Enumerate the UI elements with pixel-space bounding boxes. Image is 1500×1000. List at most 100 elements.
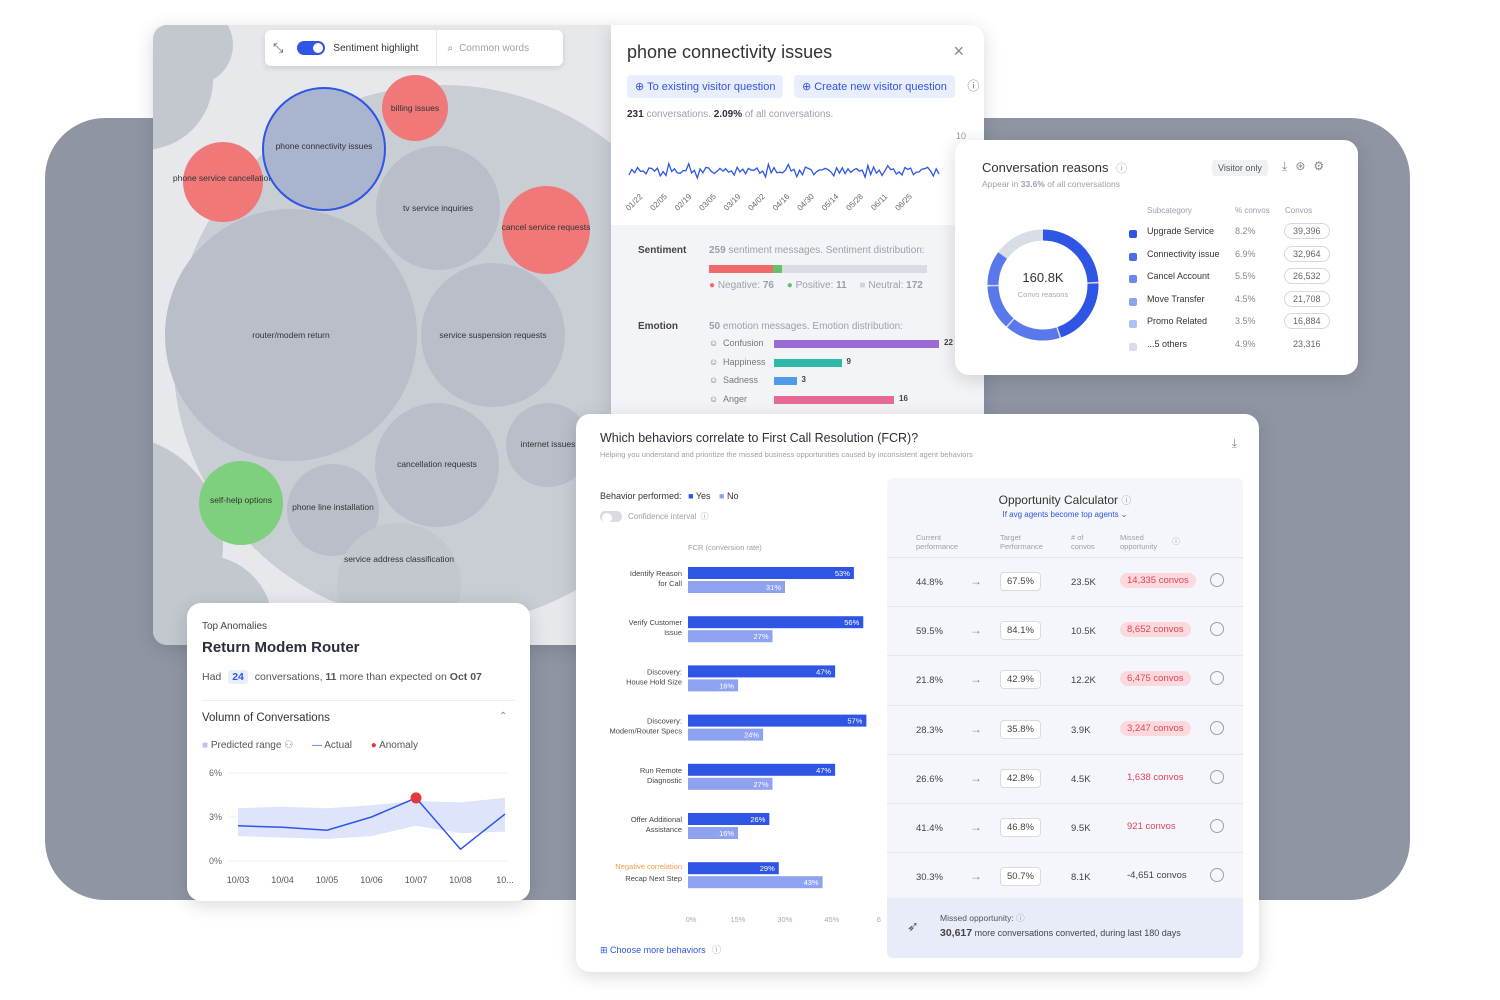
close-icon[interactable]: × (953, 41, 964, 61)
donut-slice[interactable] (987, 229, 1099, 341)
bar-yes[interactable] (688, 665, 836, 678)
bar-no[interactable] (688, 876, 823, 889)
subcategory-name: Move Transfer (1147, 293, 1205, 304)
fcr-subtitle: Helping you understand and prioritize th… (600, 450, 973, 459)
missed-opportunity-value: -4,651 convos (1127, 870, 1187, 882)
target-performance-input[interactable]: 42.9% (1000, 670, 1041, 690)
bar-yes-label: 29% (760, 864, 775, 873)
chevron-up-icon[interactable]: ⌃ (499, 711, 508, 722)
info-icon[interactable]: ⓘ (1116, 163, 1128, 175)
target-performance-input[interactable]: 50.7% (1000, 867, 1041, 887)
info-icon[interactable]: ⓘ (1172, 537, 1180, 546)
bubble-cancel-service-requests[interactable] (502, 186, 590, 274)
create-question-button[interactable]: ⊕ Create new visitor question (793, 75, 955, 98)
lightbulb-icon[interactable] (1210, 573, 1224, 587)
date-tick-label: 04/02 (746, 192, 767, 213)
bubble-tv-service-inquiries[interactable] (376, 146, 500, 270)
legend-label: Positive: (795, 280, 834, 291)
calculator-subtitle-dropdown[interactable]: If avg agents become top agents ⌄ (887, 510, 1243, 519)
add-icon: ⊞ (600, 945, 611, 955)
opportunity-calculator: Opportunity Calculator ⓘ If avg agents b… (887, 478, 1243, 958)
date-tick-label: 04/30 (795, 192, 816, 213)
to-existing-question-button[interactable]: ⊕ To existing visitor question (627, 75, 784, 98)
arrow-right-icon: → (970, 574, 982, 588)
bar-no[interactable] (688, 777, 773, 790)
subcategory-convos[interactable]: 32,964 (1284, 245, 1330, 262)
lightbulb-icon[interactable] (1210, 720, 1224, 735)
gear-icon[interactable]: ⚙ (1313, 159, 1333, 173)
help-icon[interactable]: ⓘ (967, 79, 980, 93)
common-words-search-input[interactable]: Common words (459, 42, 530, 54)
subcategory-convos[interactable]: 21,708 (1284, 290, 1330, 307)
bar-yes[interactable] (688, 862, 779, 875)
behavior-label: for Call (658, 579, 682, 588)
subcategory-color-swatch (1129, 320, 1137, 328)
donut-slice[interactable] (987, 229, 1099, 341)
missed-opportunity-value: 921 convos (1127, 821, 1176, 832)
predicted-range-band (238, 797, 505, 839)
bubble-billing-issues[interactable] (382, 75, 448, 141)
legend-yes: Yes (695, 491, 711, 501)
lightbulb-icon[interactable] (1210, 622, 1224, 637)
bubble-cancellation-requests[interactable] (375, 403, 499, 527)
x-tick-label: 15% (730, 915, 745, 924)
target-performance-input[interactable]: 46.8% (1000, 818, 1041, 837)
negative-count: 76 (762, 280, 774, 291)
sentiment-highlight-toggle[interactable] (297, 41, 326, 55)
download-icon[interactable]: ⤓ (1282, 159, 1296, 173)
bar-no[interactable] (688, 679, 739, 692)
bar-no[interactable] (688, 581, 786, 593)
bubble-phone-service-cancellation[interactable] (183, 142, 263, 222)
bubble-router-modem-return[interactable] (165, 209, 417, 461)
bubble-phone-connectivity-issues[interactable] (262, 87, 386, 211)
bubble-internet-issues[interactable] (506, 403, 590, 487)
bar-yes-label: 47% (816, 667, 831, 676)
info-icon[interactable]: ⓘ (700, 512, 709, 521)
lightbulb-icon[interactable] (1210, 819, 1224, 833)
bubble-label: billing issues (391, 103, 439, 113)
lightbulb-icon[interactable] (1210, 769, 1224, 784)
emotion-name: Happiness (723, 356, 766, 367)
bar-yes[interactable] (688, 616, 864, 629)
conversation-count: 231 (627, 109, 644, 120)
date-tick-label: 02/05 (648, 192, 669, 213)
bar-no[interactable] (688, 827, 739, 839)
bubble-phone-line-installation[interactable] (287, 464, 379, 556)
target-performance-input[interactable]: 42.8% (1000, 768, 1041, 788)
choose-more-behaviors-link[interactable]: ⊞ Choose more behaviors ⓘ (600, 943, 721, 956)
subcategory-convos[interactable]: 26,532 (1284, 268, 1330, 284)
lightbulb-icon[interactable] (1210, 671, 1224, 686)
panel-title: phone connectivity issues (627, 42, 833, 62)
convo-count: 10.5K (1071, 626, 1096, 638)
anomaly-date: Oct 07 (449, 671, 482, 683)
donut-slice[interactable] (987, 229, 1099, 341)
bar-no[interactable] (688, 630, 773, 643)
bar-yes[interactable] (688, 714, 867, 727)
missed-opportunity-value: 6,475 convos (1120, 671, 1191, 687)
target-performance-input[interactable]: 35.8% (1000, 719, 1041, 739)
anomaly-point[interactable] (410, 792, 422, 804)
bar-yes[interactable] (688, 813, 770, 825)
download-icon[interactable]: ⤓ (1231, 436, 1237, 450)
visitor-only-filter[interactable]: Visitor only (1212, 160, 1268, 176)
info-icon[interactable]: ⓘ (1121, 496, 1132, 507)
bar-yes-label: 53% (835, 569, 850, 578)
confidence-interval-toggle[interactable] (600, 511, 622, 523)
subcategory-name: Promo Related (1147, 316, 1208, 326)
subcategory-convos[interactable]: 39,396 (1284, 223, 1330, 239)
bubble-self-help-options[interactable] (199, 461, 283, 545)
bubble-service-suspension-requests[interactable] (421, 263, 565, 407)
subcategory-convos[interactable]: 16,884 (1284, 313, 1330, 329)
bar-yes[interactable] (688, 567, 854, 579)
share-icon[interactable]: ⊛ (1295, 159, 1314, 173)
bar-no[interactable] (688, 728, 764, 741)
target-performance-input[interactable]: 67.5% (1000, 572, 1041, 591)
x-tick-label: 10/07 (405, 875, 428, 885)
bar-yes[interactable] (688, 763, 836, 776)
subcategory-name: ...5 others (1147, 338, 1188, 349)
target-performance-input[interactable]: 84.1% (1000, 621, 1041, 641)
lightbulb-icon[interactable] (1210, 868, 1224, 883)
bubble-label: service suspension requests (439, 330, 546, 340)
date-tick-label: 06/11 (869, 192, 889, 212)
collapse-icon[interactable]: ⤡ (273, 40, 284, 55)
